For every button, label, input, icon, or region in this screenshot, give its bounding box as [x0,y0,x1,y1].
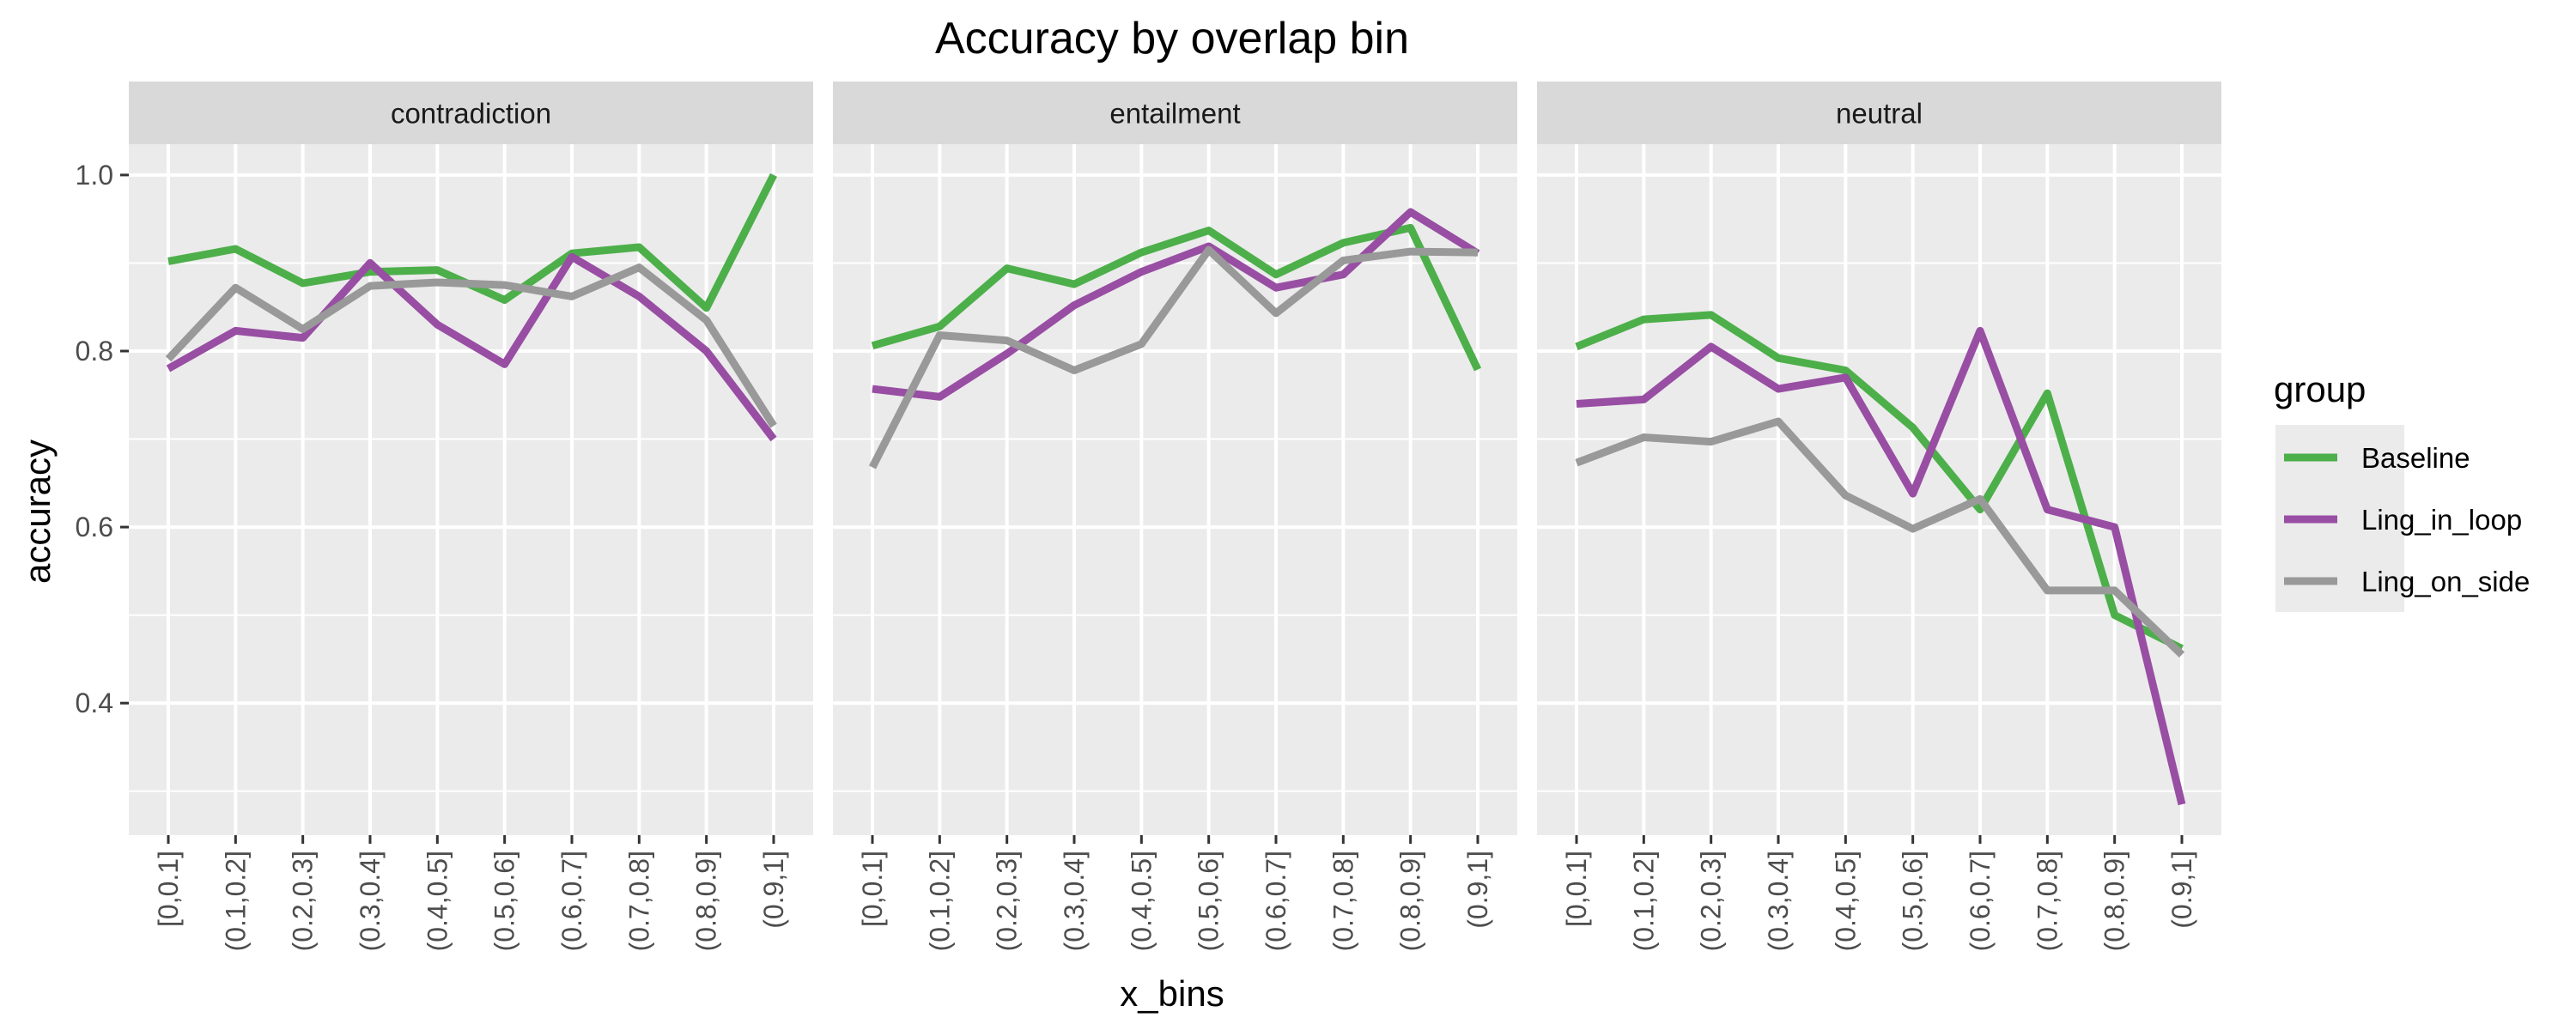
y-tick-label: 1.0 [76,160,113,191]
facet-panels: contradiction [0,0.1] (0.1,0.2] (0.2,0.3] (0… [76,82,2221,951]
x-tick-label: (0.1,0.2] [1628,851,1659,951]
series-line-ling-in-loop [872,208,1480,401]
facet-strip-label: neutral [1836,98,1923,130]
x-axis-title: x_bins [1120,973,1224,1014]
legend: group Baseline Ling_in_loop Ling_on_side [2274,369,2530,612]
x-tick-label: (0.3,0.4] [355,851,386,951]
series-line-ling-on-side [868,245,1479,470]
x-tick-label: (0.9,1] [2166,851,2197,929]
legend-label-ling-in-loop: Ling_in_loop [2361,504,2522,536]
series-line-baseline [1575,311,2184,652]
x-tick-label: [0,0.1] [153,851,184,927]
facet-strip [833,82,1517,144]
series-line-ling-on-side [165,264,777,428]
facet-panel-neutral: neutral [0,0.1] (0.1,0.2] (0.2,0.3] (0.3,0.4… [1537,82,2221,951]
legend-label-baseline: Baseline [2361,442,2470,474]
facet-strip-label: contradiction [391,98,551,130]
x-tick-label: (0.1,0.2] [924,851,955,951]
x-tick-label: (0.7,0.8] [623,851,654,951]
y-tick-label: 0.6 [76,512,113,542]
x-tick-label: (0.4,0.5] [1830,851,1861,951]
x-tick-label: (0.7,0.8] [1327,851,1358,951]
facet-strip-label: entailment [1109,98,1240,130]
facet-strip [129,82,813,144]
x-tick-label: [0,0.1] [1561,851,1592,927]
facet-panel-entailment: entailment [0,0.1] (0.1,0.2] (0.2,0.3] (0.3,… [833,82,1517,951]
x-tick-label: (0.6,0.7] [1261,851,1291,951]
x-tick-label: (0.6,0.7] [1965,851,1996,951]
x-tick-label: (0.9,1] [758,851,789,929]
x-tick-label: (0.5,0.6] [1194,851,1224,951]
x-tick-label: (0.8,0.9] [2099,851,2130,951]
x-tick-label: (0.7,0.8] [2032,851,2063,951]
x-tick-label: (0.2,0.3] [992,851,1023,951]
plot-background [1537,144,2221,835]
x-tick-label: (0.8,0.9] [1395,851,1426,951]
chart-title: Accuracy by overlap bin [935,14,1409,64]
x-tick-label: (0.4,0.5] [1126,851,1157,951]
legend-title: group [2274,369,2366,409]
x-tick-label: (0.2,0.3] [288,851,319,951]
x-tick-label: (0.3,0.4] [1059,851,1090,951]
y-axis: 0.4 0.6 0.8 1.0 [76,160,129,718]
series-line-baseline [871,223,1482,372]
facet-panel-contradiction: contradiction [0,0.1] (0.1,0.2] (0.2,0.3] (0… [129,82,813,951]
x-tick-label: (0.4,0.5] [422,851,453,951]
x-tick-label: (0.9,1] [1462,851,1493,929]
series-line-ling-in-loop [166,252,777,442]
series-line-ling-on-side [1575,417,2185,658]
x-tick-label: (0.5,0.6] [1898,851,1929,951]
x-tick-label: (0.8,0.9] [691,851,722,951]
x-tick-label: (0.6,0.7] [556,851,587,951]
x-tick-label: (0.5,0.6] [489,851,520,951]
x-tick-label: (0.1,0.2] [220,851,251,951]
x-tick-label: (0.2,0.3] [1696,851,1727,951]
y-axis-title: accuracy [17,439,58,584]
x-tick-label: (0.3,0.4] [1763,851,1794,951]
y-tick-label: 0.8 [76,336,113,367]
series-line-ling-in-loop [1576,326,2186,806]
x-tick-label: [0,0.1] [857,851,888,927]
y-tick-label: 0.4 [76,688,113,718]
legend-label-ling-on-side: Ling_on_side [2361,566,2530,597]
facet-strip [1537,82,2221,144]
plot-background [129,144,813,835]
